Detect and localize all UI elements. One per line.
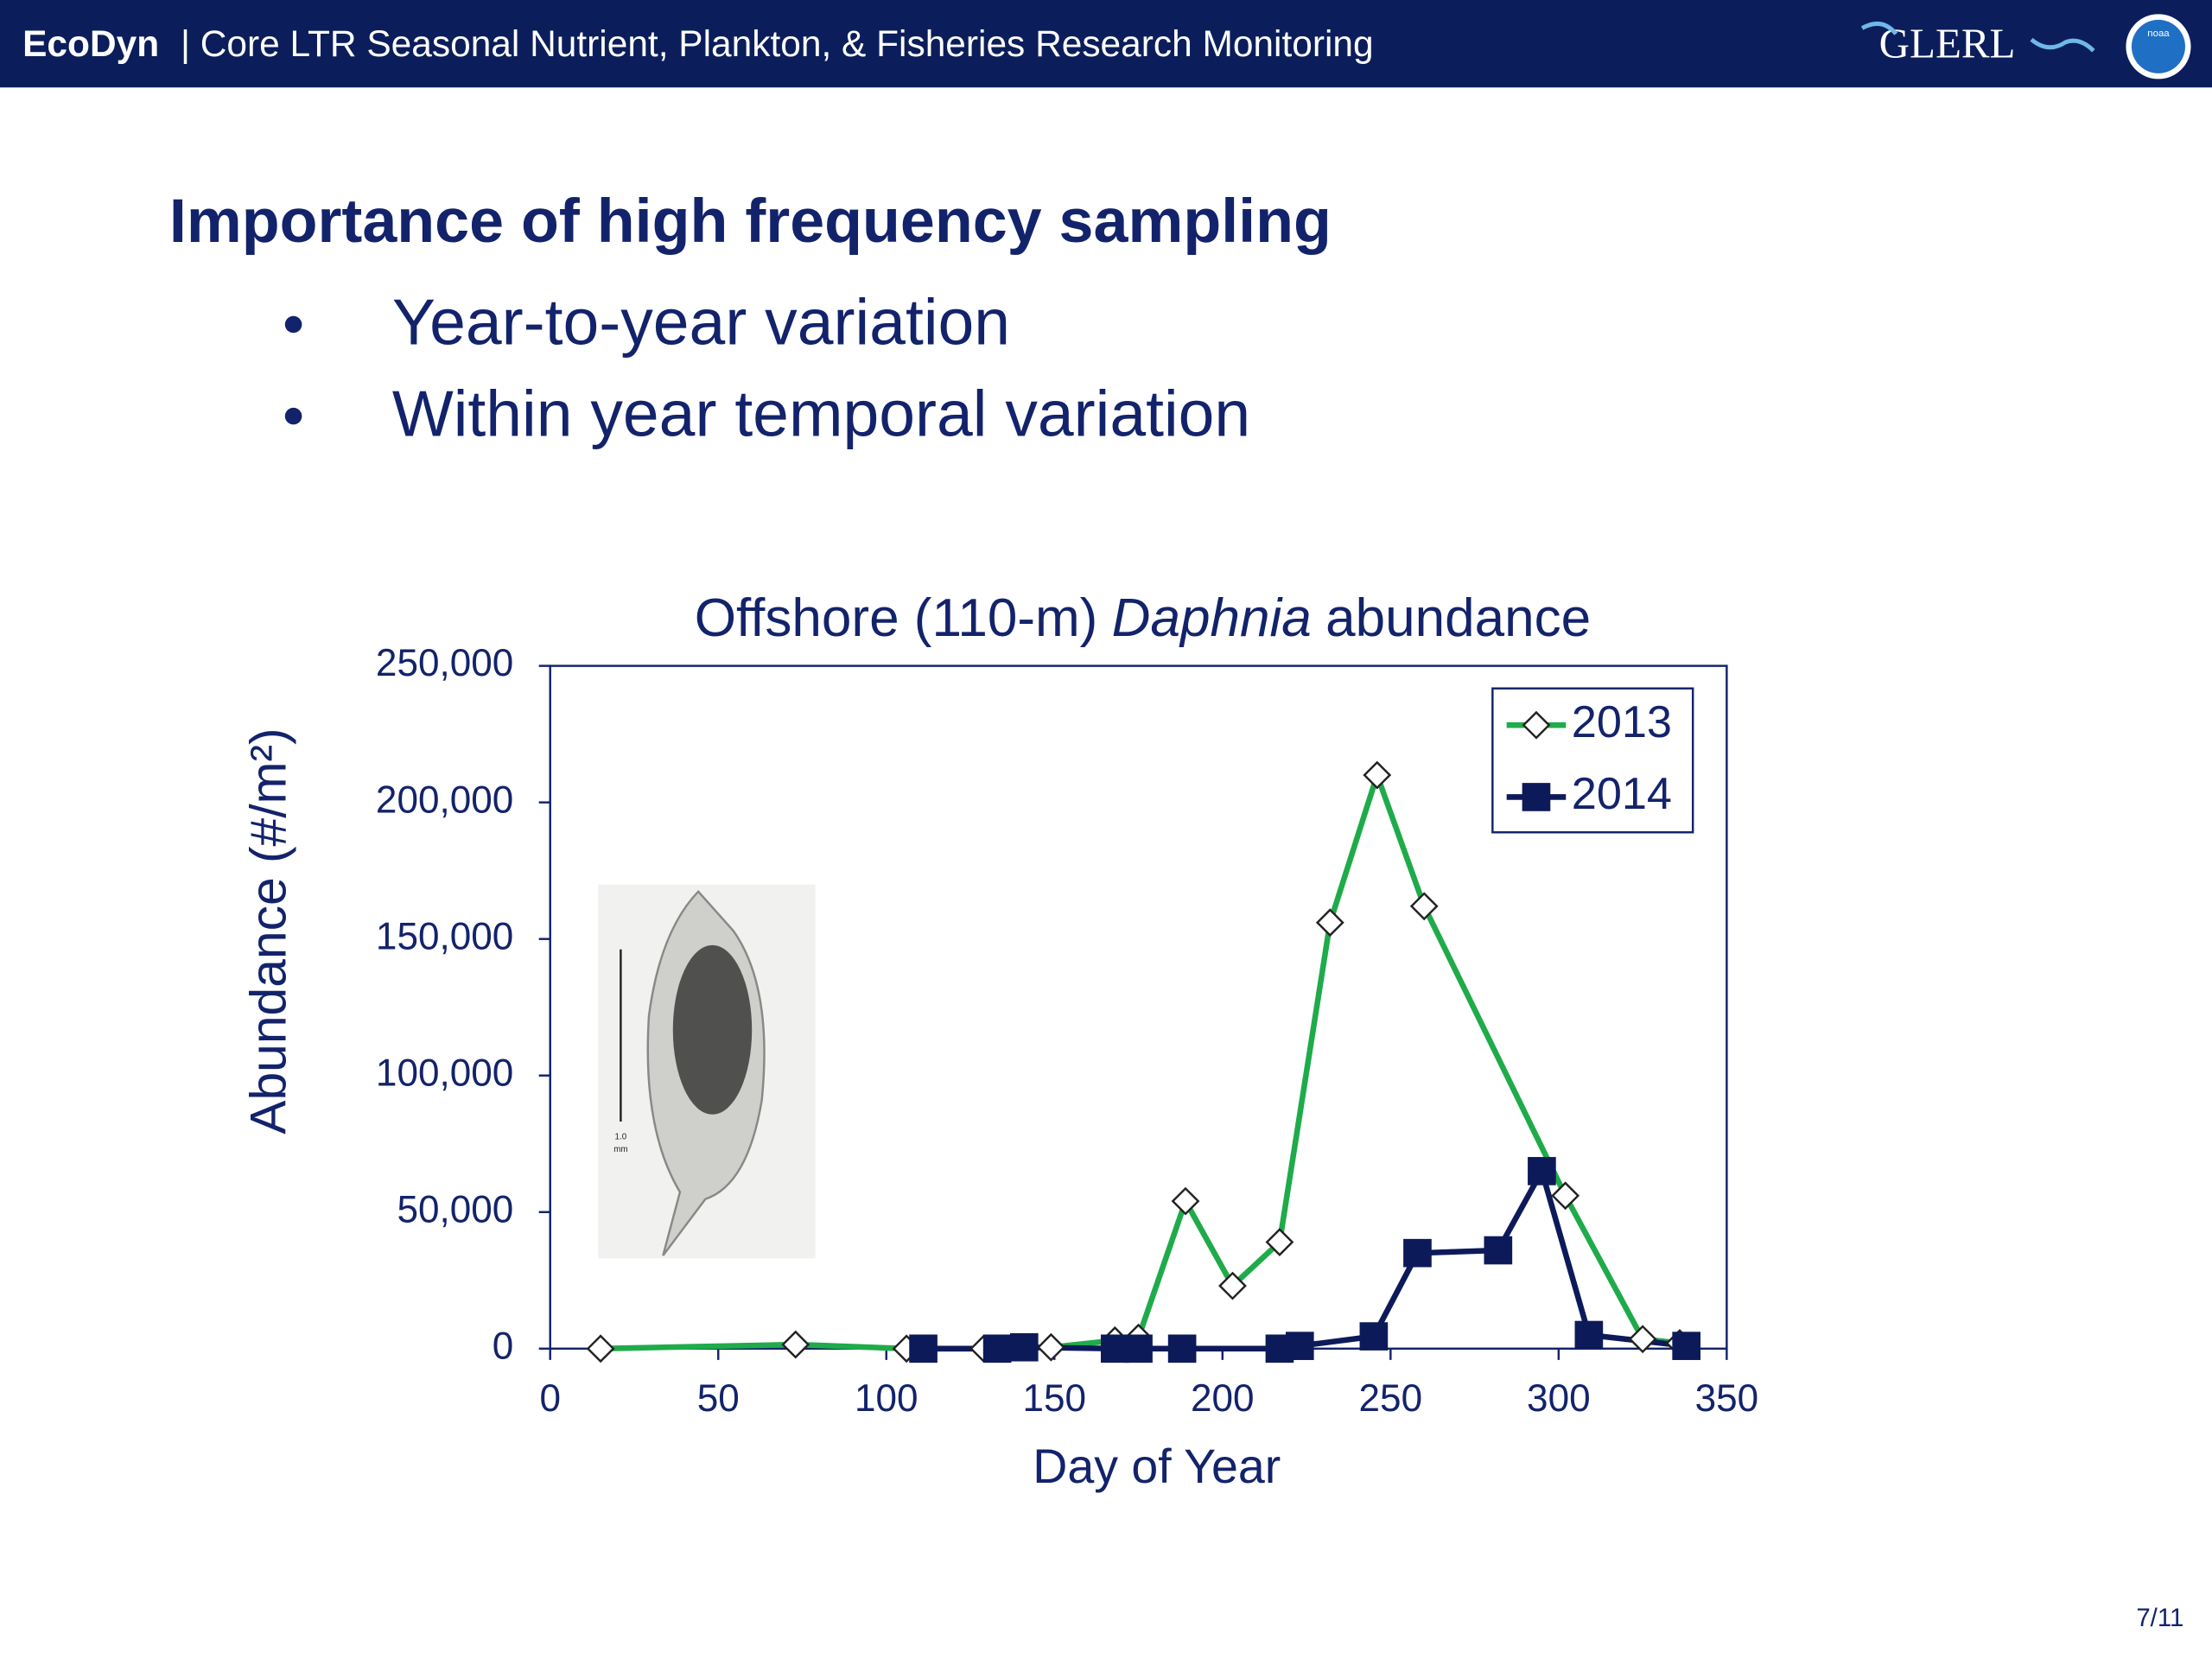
chart-title: Offshore (110-m) Daphnia abundance <box>695 588 1591 648</box>
bullet-text: Year-to-year variation <box>392 286 1010 359</box>
marker <box>1100 1334 1129 1363</box>
daphnia-gut <box>672 944 753 1115</box>
badge-text: noaa <box>2147 29 2170 39</box>
marker <box>1672 1332 1701 1360</box>
bullet-text: Within year temporal variation <box>392 378 1250 450</box>
marker <box>1265 1228 1294 1256</box>
marker <box>1285 1332 1314 1360</box>
x-tick-label: 150 <box>1023 1377 1087 1420</box>
legend: 2013 2014 <box>1491 687 1694 834</box>
y-axis-label: Abundance (#/m²) <box>241 728 297 1134</box>
marker <box>1528 1157 1556 1185</box>
marker <box>1167 1334 1197 1363</box>
y-tick-label: 0 <box>493 1325 514 1367</box>
y-tick-label: 100,000 <box>376 1052 513 1094</box>
marker <box>1171 1186 1200 1216</box>
title-part: Offshore (110-m) <box>695 588 1098 648</box>
marker <box>1551 1181 1580 1211</box>
plot: 0 50,000 100,000 150,000 200,000 250,000 0 50 10… <box>376 642 1758 1420</box>
marker <box>586 1334 615 1363</box>
marker <box>1403 1238 1432 1268</box>
badge <box>2131 19 2185 73</box>
marker <box>1522 710 1551 740</box>
marker <box>1009 1332 1039 1362</box>
marker <box>1363 760 1392 790</box>
header-title: | Core LTR Seasonal Nutrient, Plankton, … <box>181 23 1374 64</box>
title-part: Daphnia <box>1112 588 1312 648</box>
marker <box>1409 892 1439 921</box>
marker <box>1124 1334 1153 1363</box>
page-number: 7/11 <box>2136 1604 2183 1632</box>
marker <box>1484 1236 1513 1265</box>
y-tick-label: 250,000 <box>376 642 513 684</box>
marker <box>1359 1322 1389 1351</box>
bullet <box>284 315 302 334</box>
x-tick-label: 200 <box>1191 1377 1255 1420</box>
marker <box>781 1330 810 1359</box>
marker <box>1628 1325 1657 1354</box>
x-tick-label: 350 <box>1695 1377 1759 1420</box>
marker <box>909 1334 938 1363</box>
marker <box>1036 1332 1065 1362</box>
slide-title: Importance of high frequency sampling <box>169 187 1332 256</box>
y-tick-label: 50,000 <box>397 1188 513 1230</box>
y-tick-label: 150,000 <box>376 915 513 957</box>
scale-value: 1.0 <box>615 1133 627 1142</box>
marker <box>1574 1320 1604 1350</box>
scale-unit: mm <box>613 1145 627 1154</box>
legend-label: 2013 <box>1572 697 1672 747</box>
marker <box>1218 1271 1247 1300</box>
bullet <box>284 407 302 425</box>
marker <box>1315 908 1344 938</box>
header-bar <box>0 0 2212 88</box>
marker <box>1522 783 1551 811</box>
x-tick-label: 50 <box>697 1377 740 1420</box>
x-tick-label: 100 <box>855 1377 918 1420</box>
logo: GLERL <box>1879 20 2016 67</box>
title-part: abundance <box>1325 588 1591 648</box>
x-axis-label: Day of Year <box>1033 1440 1281 1493</box>
legend-label: 2014 <box>1572 769 1672 819</box>
x-tick-label: 250 <box>1359 1377 1423 1420</box>
x-tick-label: 300 <box>1527 1377 1591 1420</box>
y-tick-label: 200,000 <box>376 779 513 821</box>
x-tick-label: 0 <box>539 1377 561 1420</box>
marker <box>982 1334 1012 1363</box>
logo-art <box>1860 22 2095 53</box>
brand: EcoDyn <box>22 23 159 64</box>
daphnia-photo: 1.0 mm <box>598 884 816 1259</box>
